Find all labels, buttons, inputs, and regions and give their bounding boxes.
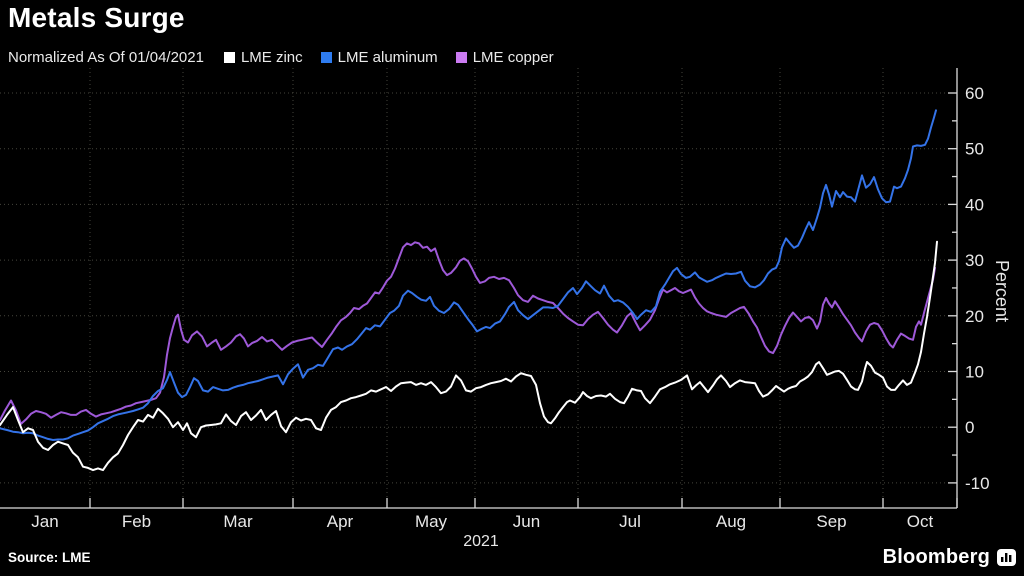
- legend-item-lme-zinc: LME zinc: [223, 49, 303, 66]
- legend-item-lme-copper: LME copper: [455, 49, 554, 66]
- legend-label: LME copper: [472, 49, 554, 66]
- x-tick-label: Oct: [907, 512, 934, 531]
- x-tick-label: Aug: [716, 512, 746, 531]
- x-tick-label: Jul: [619, 512, 641, 531]
- legend-swatch-zinc-icon: [223, 52, 235, 63]
- y-tick-label: 10: [965, 363, 984, 382]
- page-title: Metals Surge: [8, 2, 185, 33]
- y-tick-label: -10: [965, 474, 990, 493]
- x-tick-label: Sep: [816, 512, 846, 531]
- legend-swatch-copper-icon: [455, 52, 467, 63]
- source-credit: Source: LME: [8, 550, 91, 565]
- y-tick-label: 30: [965, 251, 984, 270]
- y-tick-label: 50: [965, 140, 984, 159]
- legend: Normalized As Of 01/04/2021 LME zinc LME…: [8, 49, 572, 66]
- legend-item-lme-aluminum: LME aluminum: [320, 49, 438, 66]
- brand-logo: Bloomberg: [883, 546, 1016, 569]
- y-tick-label: 20: [965, 307, 984, 326]
- x-tick-label: Jun: [513, 512, 540, 531]
- bloomberg-bars-icon: [997, 549, 1016, 566]
- x-tick-label: May: [415, 512, 448, 531]
- y-tick-label: 40: [965, 195, 984, 214]
- x-tick-label: Feb: [122, 512, 151, 531]
- series-line-lme-copper: [0, 241, 936, 425]
- y-tick-label: 0: [965, 418, 974, 437]
- brand-wordmark: Bloomberg: [882, 546, 990, 568]
- legend-swatch-aluminum-icon: [320, 52, 332, 63]
- series-line-lme-zinc: [0, 240, 938, 472]
- legend-label: LME zinc: [240, 49, 303, 66]
- x-tick-label: Apr: [327, 512, 354, 531]
- x-tick-label: Jan: [31, 512, 58, 531]
- chart-subtitle: Normalized As Of 01/04/2021: [8, 49, 204, 66]
- x-tick-label: Mar: [223, 512, 253, 531]
- y-axis-title: Percent: [992, 259, 1012, 323]
- x-axis-title: 2021: [463, 533, 499, 550]
- legend-label: LME aluminum: [337, 49, 438, 66]
- series-line-lme-aluminum: [0, 109, 937, 441]
- y-tick-label: 60: [965, 84, 984, 103]
